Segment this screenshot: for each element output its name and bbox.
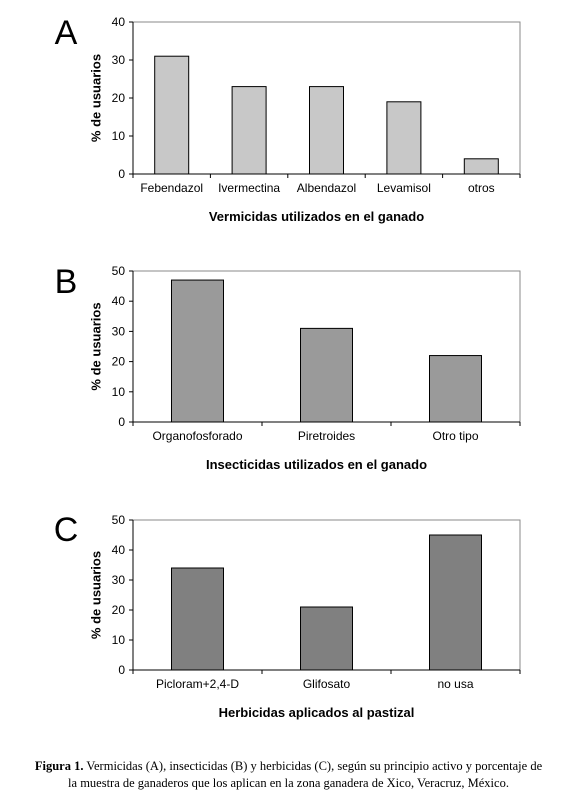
y-axis-title-c: % de usuarios: [89, 551, 104, 639]
panel-label-c: C: [54, 511, 79, 549]
x-tick-label-a: Ivermectina: [218, 181, 280, 195]
bar-c: [300, 606, 353, 671]
panel-label-b: B: [55, 263, 78, 301]
y-axis-title-b: % de usuarios: [89, 302, 104, 390]
x-axis-title-a: Vermicidas utilizados en el ganado: [209, 209, 424, 224]
x-tick-label-b: Otro tipo: [432, 429, 478, 443]
bar-b: [300, 327, 353, 423]
y-tick-label-c: 30: [112, 573, 126, 587]
y-tick-label-b: 20: [112, 355, 126, 369]
y-tick-label-a: 30: [112, 53, 126, 67]
bar-c: [171, 567, 224, 671]
y-tick-label-a: 40: [112, 15, 126, 29]
y-tick-label-c: 50: [112, 513, 126, 527]
x-tick-label-b: Organofosforado: [152, 429, 242, 443]
caption-line-2: la muestra de ganaderos que los aplican …: [68, 776, 509, 790]
y-tick-label-a: 10: [112, 129, 126, 143]
y-tick-label-b: 50: [112, 264, 126, 278]
y-tick-label-c: 40: [112, 543, 126, 557]
bar-b: [171, 279, 224, 423]
y-tick-label-b: 10: [112, 385, 126, 399]
bar-a: [386, 101, 422, 175]
x-tick-label-c: Glifosato: [303, 677, 351, 691]
bar-a: [463, 158, 499, 175]
x-axis-title-b: Insecticidas utilizados en el ganado: [206, 457, 427, 472]
caption-lead: Figura 1.: [34, 759, 84, 773]
y-tick-label-c: 20: [112, 603, 126, 617]
bar-a: [231, 86, 267, 175]
x-tick-label-b: Piretroides: [298, 429, 355, 443]
bar-b: [429, 355, 482, 423]
y-tick-label-b: 40: [112, 294, 126, 308]
x-tick-label-c: Picloram+2,4-D: [156, 677, 239, 691]
figure-caption: Figura 1. Vermicidas (A), insecticidas (…: [4, 758, 573, 792]
x-axis-title-c: Herbicidas aplicados al pastizal: [219, 705, 415, 720]
caption-line-1: Vermicidas (A), insecticidas (B) y herbi…: [83, 759, 543, 773]
y-tick-label-a: 0: [118, 167, 125, 181]
x-tick-label-a: Levamisol: [377, 181, 431, 195]
x-tick-label-a: Albendazol: [297, 181, 356, 195]
x-tick-label-a: Febendazol: [140, 181, 203, 195]
y-tick-label-c: 10: [112, 633, 126, 647]
x-tick-label-c: no usa: [437, 677, 473, 691]
bar-a: [309, 86, 344, 175]
y-tick-label-a: 20: [112, 91, 126, 105]
x-tick-label-a: otros: [468, 181, 495, 195]
y-tick-label-b: 30: [112, 324, 126, 338]
figure-charts: A 0 10 20 30 40 Febendazol Ivermectina Albendazo…: [54, 14, 521, 720]
bar-c: [429, 534, 482, 671]
bar-a: [154, 55, 190, 175]
y-axis-title-a: % de usuarios: [89, 54, 104, 142]
y-tick-label-c: 0: [118, 663, 125, 677]
panel-label-a: A: [55, 14, 78, 52]
y-tick-label-b: 0: [118, 415, 125, 429]
